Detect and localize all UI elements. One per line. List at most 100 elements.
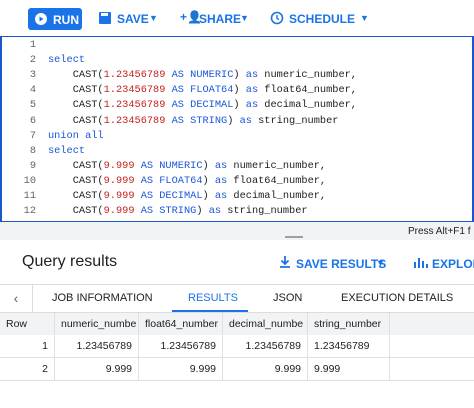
code-token: CAST( [48, 84, 104, 97]
divider [0, 312, 474, 313]
code-token: ) [233, 69, 246, 82]
column-header: Row [0, 313, 55, 335]
code-token: CAST( [48, 174, 104, 187]
code-token: AS FLOAT64 [165, 84, 234, 97]
code-line: CAST(9.999 AS FLOAT64) as float64_number… [48, 175, 326, 187]
line-number: 7 [29, 129, 36, 142]
line-number: 6 [29, 114, 36, 127]
save-results-button[interactable]: SAVE RESULTS [296, 257, 387, 271]
code-token: as [208, 205, 222, 218]
code-token: CAST( [48, 69, 104, 82]
code-token: CAST( [48, 190, 104, 202]
column-header: string_number [308, 313, 390, 335]
run-icon [35, 13, 47, 25]
save-caret: ▼ [149, 13, 158, 23]
editor[interactable]: 12345678910111213select CAST(1.23456789 … [0, 36, 474, 232]
explore-button[interactable]: EXPLOR [432, 257, 474, 271]
status-bar [0, 222, 474, 240]
save-results-caret: ▼ [376, 258, 385, 268]
code-token: ) [233, 99, 246, 112]
code-token: ) [202, 190, 215, 202]
explore-icon [414, 258, 428, 268]
result-tab[interactable]: JOB INFORMATION [52, 292, 153, 304]
schedule-icon [270, 11, 284, 25]
code-token: as [245, 99, 259, 112]
code-token: decimal_number, [258, 99, 357, 112]
line-number: 9 [29, 159, 36, 172]
code-line: CAST(1.23456789 AS NUMERIC) as numeric_n… [48, 69, 357, 81]
tab-scroll-left[interactable]: ‹ [0, 285, 33, 312]
schedule-caret: ▼ [360, 13, 369, 23]
share-button[interactable]: SHARE [199, 12, 242, 26]
code-line: union all [48, 130, 104, 142]
code-token: as [239, 114, 252, 127]
table-cell: 9.999 [139, 358, 223, 380]
download-icon [280, 256, 290, 268]
result-tab[interactable]: RESULTS [188, 292, 238, 304]
code-token: 1.23456789 [103, 84, 166, 97]
code-token: as [245, 84, 259, 97]
code-token: AS FLOAT64 [134, 174, 203, 187]
code-token: CAST( [48, 99, 104, 112]
row-divider [0, 357, 474, 358]
table-cell: 9.999 [55, 358, 139, 380]
run-label: RUN [53, 13, 79, 27]
code-token: float64_number, [227, 174, 327, 187]
table-cell: 1.23456789 [308, 335, 390, 357]
code-line: select [48, 145, 85, 157]
code-line: CAST(9.999 AS DECIMAL) as decimal_number… [48, 190, 326, 202]
code-token: AS DECIMAL [134, 190, 203, 202]
code-token: union all [48, 129, 104, 142]
table-cell: 1.23456789 [223, 335, 308, 357]
line-number: 11 [23, 190, 36, 202]
column-header: decimal_numbe [223, 313, 308, 335]
editor-hint: Press Alt+F1 f [408, 226, 471, 237]
line-number: 3 [29, 69, 36, 82]
table-cell: 9.999 [308, 358, 390, 380]
code-line: CAST(1.23456789 AS STRING) as string_num… [48, 114, 339, 127]
code-line: CAST(9.999 AS STRING) as string_number [48, 205, 308, 217]
code-token: AS STRING [134, 205, 197, 218]
code-token: ) [202, 159, 215, 172]
code-token: numeric_number, [258, 69, 357, 82]
line-number: 12 [23, 205, 36, 218]
code-token: as [214, 159, 228, 172]
results-title: Query results [22, 253, 118, 270]
code-token: ) [202, 174, 215, 187]
result-tab[interactable]: EXECUTION DETAILS [341, 292, 454, 304]
code-token: select [48, 144, 86, 157]
resize-handle[interactable] [285, 236, 303, 238]
result-tab[interactable]: JSON [273, 292, 303, 304]
code-token: 1.23456789 [103, 114, 166, 127]
code-line: CAST(9.999 AS NUMERIC) as numeric_number… [48, 160, 326, 172]
divider [0, 284, 474, 285]
table-cell: 9.999 [223, 358, 308, 380]
table-cell: 1.23456789 [55, 335, 139, 357]
table-cell: 1 [0, 335, 55, 357]
schedule-button[interactable]: SCHEDULE [289, 12, 356, 26]
line-number: 4 [29, 84, 36, 97]
table-cell: 2 [0, 358, 55, 380]
code-token: as [214, 174, 228, 187]
save-icon [99, 12, 111, 24]
column-header: numeric_numbe [55, 313, 139, 335]
save-button[interactable]: SAVE [117, 12, 149, 26]
code-token: 9.999 [103, 205, 135, 218]
code-token: string_number [221, 205, 308, 218]
line-number: 10 [23, 174, 36, 187]
code-token: ) [227, 114, 240, 127]
line-number: 1 [29, 39, 36, 51]
code-token: 9.999 [103, 190, 135, 202]
active-tab-indicator [172, 310, 248, 312]
code-token: decimal_number, [227, 190, 327, 202]
code-token: AS STRING [165, 114, 228, 127]
table-cell: 1.23456789 [139, 335, 223, 357]
code-token: CAST( [48, 205, 104, 218]
code-token: as [214, 190, 228, 202]
code-token: ) [233, 84, 246, 97]
code-token: CAST( [48, 159, 104, 172]
code-line: CAST(1.23456789 AS DECIMAL) as decimal_n… [48, 99, 357, 111]
code-token: 1.23456789 [103, 69, 166, 82]
code-line: CAST(1.23456789 AS FLOAT64) as float64_n… [48, 84, 357, 96]
